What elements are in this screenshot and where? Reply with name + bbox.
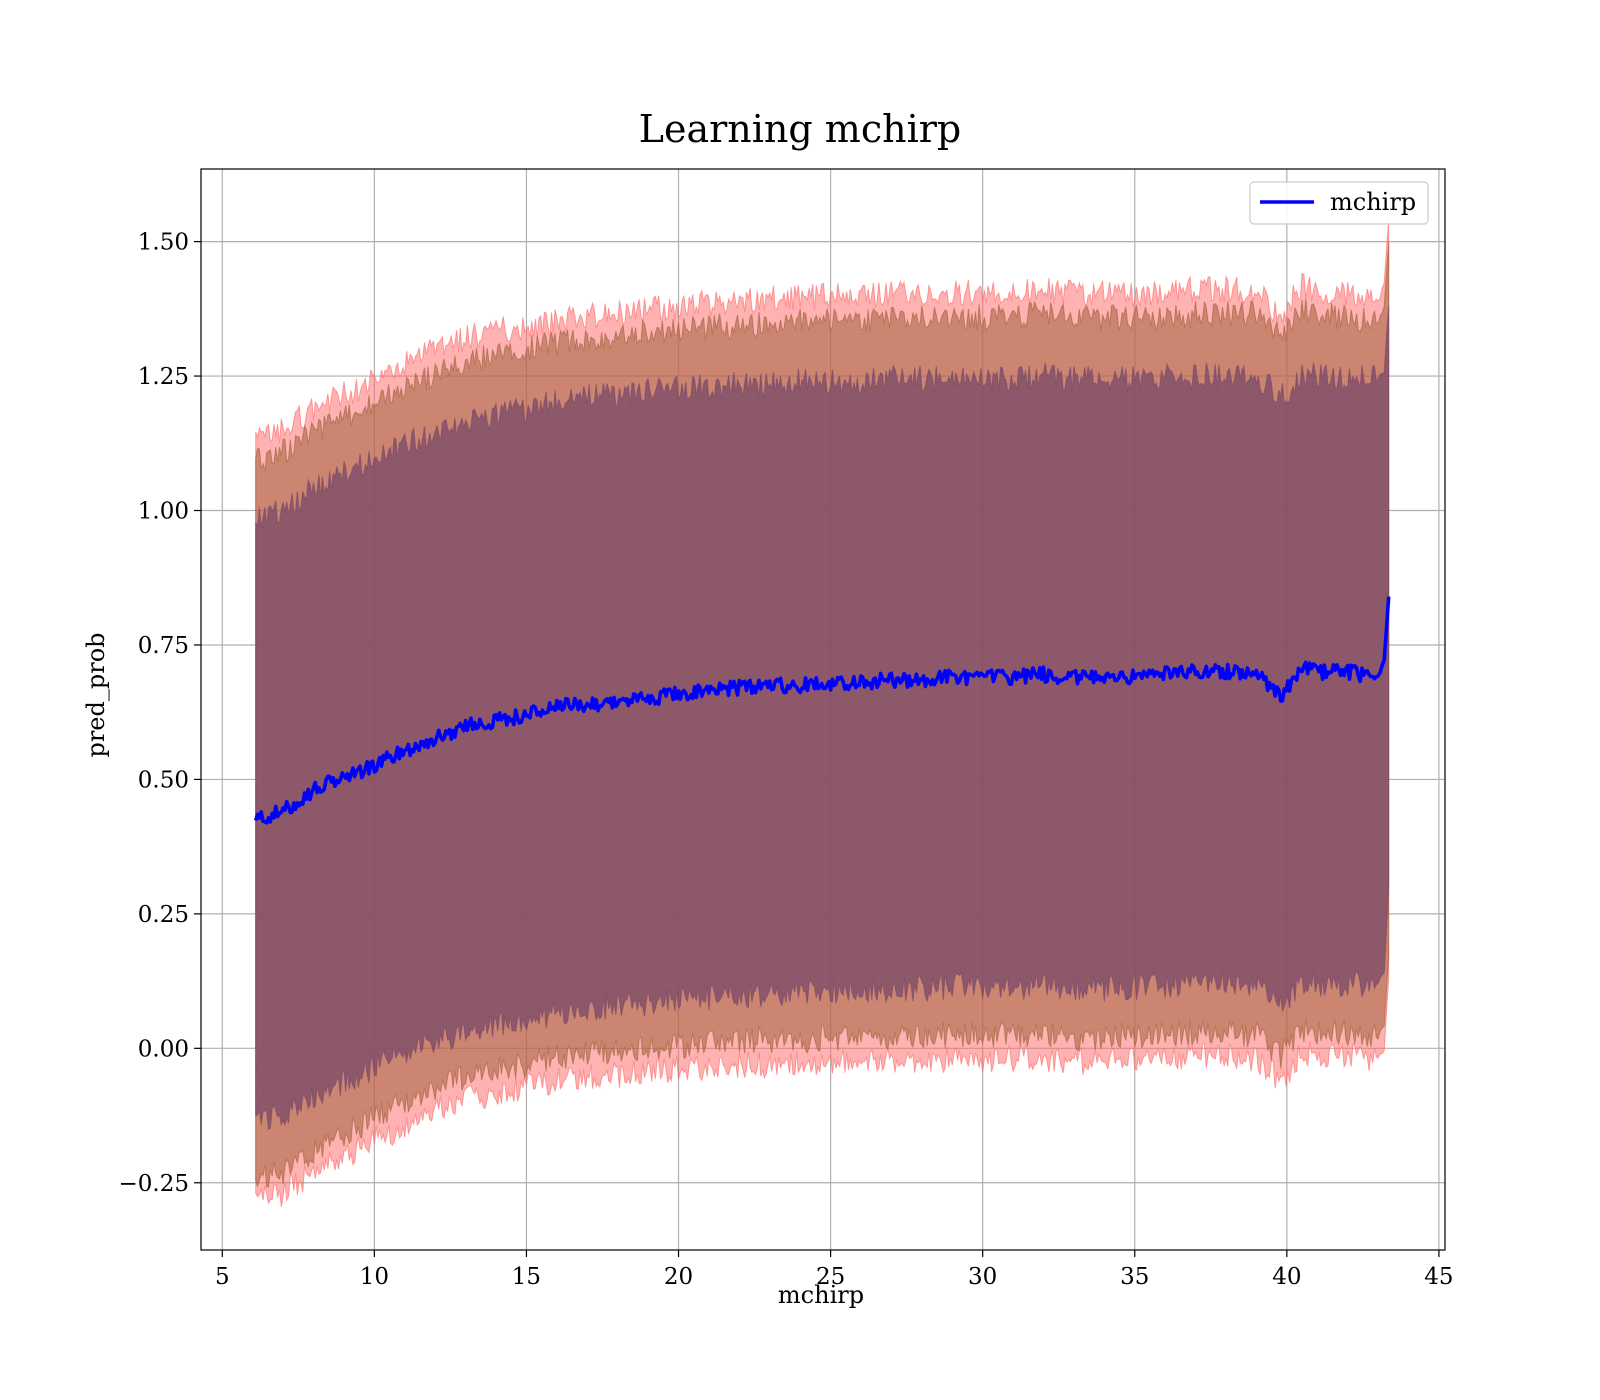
y-axis-label: pred_prob	[82, 632, 110, 757]
x-ticks: 5 10 15 20 25 30 35 40 45	[215, 1250, 1454, 1290]
legend-label: mchirp	[1330, 188, 1416, 216]
plot-frame	[200, 168, 1446, 1251]
confidence-band	[255, 306, 1390, 1131]
y-ticks: −0.25 0.00 0.25 0.50 0.75 1.00 1.25 1.50	[119, 230, 201, 1197]
x-axis-label: mchirp	[778, 1281, 864, 1309]
legend: mchirp	[1249, 181, 1429, 225]
x-tick-label: 45	[1424, 1264, 1453, 1290]
x-tick-label: 25	[816, 1264, 845, 1290]
x-tick-label: 10	[360, 1264, 389, 1290]
x-tick-label: 5	[215, 1264, 230, 1290]
x-tick-label: 20	[664, 1264, 693, 1290]
y-tick-label: 0.50	[138, 767, 189, 793]
chart-title: Learning mchirp	[639, 107, 961, 151]
y-tick-label: 1.25	[138, 364, 189, 390]
y-tick-label: 0.25	[138, 902, 189, 928]
y-tick-label: 0.75	[138, 633, 189, 659]
legend-box	[1249, 181, 1429, 225]
x-tick-label: 30	[968, 1264, 997, 1290]
confidence-bands	[255, 220, 1390, 1207]
x-tick-label: 15	[512, 1264, 541, 1290]
y-tick-label: 1.50	[138, 230, 189, 256]
series-line	[253, 596, 1391, 825]
x-tick-label: 35	[1120, 1264, 1149, 1290]
y-tick-label: 1.00	[138, 499, 189, 525]
y-tick-label: −0.25	[119, 1171, 189, 1197]
x-tick-label: 40	[1272, 1264, 1301, 1290]
series-lines	[253, 596, 1391, 825]
y-tick-label: 0.00	[138, 1036, 189, 1062]
